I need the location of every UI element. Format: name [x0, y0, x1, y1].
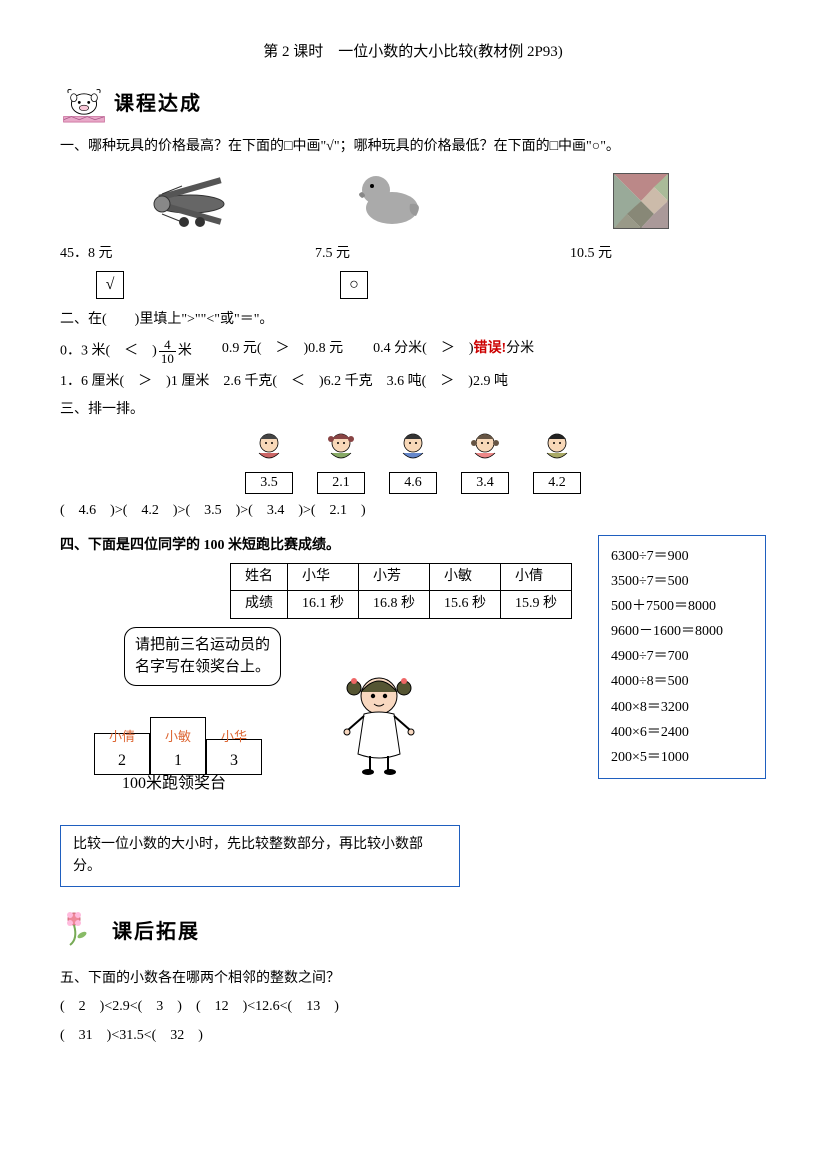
kid-4: 3.4 — [461, 429, 509, 494]
cmp-1a: 0．3 米( ＜ ) — [60, 343, 157, 358]
plane-icon — [140, 164, 240, 238]
error-text: 错误! — [473, 341, 506, 356]
toy-plane — [100, 164, 280, 238]
question-1: 一、哪种玩具的价格最高？在下面的□中画"√"；哪种玩具的价格最低？在下面的□中画… — [60, 136, 766, 158]
podium-caption: 100米跑领奖台 — [122, 771, 226, 797]
section-1-header: 课程达成 — [60, 82, 766, 126]
question-5: 五、下面的小数各在哪两个相邻的整数之间？ — [60, 968, 766, 990]
podium-2: 小倩2 — [94, 733, 150, 775]
table-cell: 16.1 秒 — [288, 591, 359, 618]
q3-answer: ( 4.6 )>( 4.2 )>( 3.5 )>( 3.4 )>( 2.1 ) — [60, 500, 766, 522]
toy-tangram — [500, 172, 720, 238]
fraction-icon: 410 — [159, 338, 176, 365]
table-cell: 15.9 秒 — [501, 591, 572, 618]
checkbox-row: √ ○ — [96, 271, 766, 299]
table-cell: 小敏 — [430, 563, 501, 590]
side-calc-box: 6300÷7＝900 3500÷7＝500 500＋7500＝8000 9600… — [598, 535, 766, 780]
calc-line: 400×8＝3200 — [611, 695, 753, 720]
calc-line: 4000÷8＝500 — [611, 669, 753, 694]
toy-duck — [280, 164, 500, 238]
table-cell: 15.6 秒 — [430, 591, 501, 618]
page-title: 第 2 课时 一位小数的大小比较(教材例 2P93) — [60, 40, 766, 64]
kid-icon — [389, 429, 437, 471]
checkbox-1[interactable]: √ — [96, 271, 124, 299]
tip-box: 比较一位小数的大小时，先比较整数部分，再比较小数部分。 — [60, 825, 460, 888]
kid-value-1: 3.5 — [245, 472, 293, 494]
table-cell: 姓名 — [231, 563, 288, 590]
question-4: 四、下面是四位同学的 100 米短跑比赛成绩。 — [60, 535, 580, 557]
flower-icon — [60, 905, 100, 957]
section-1-label: 课程达成 — [114, 88, 202, 120]
cmp-row-2: 1．6 厘米( ＞ )1 厘米 2.6 千克( ＜ )6.2 千克 3.6 吨(… — [60, 371, 766, 393]
table-cell: 小华 — [288, 563, 359, 590]
kid-1: 3.5 — [245, 429, 293, 494]
calc-line: 500＋7500＝8000 — [611, 594, 753, 619]
cmp-1b: 0.9 元( ＞ )0.8 元 — [222, 338, 343, 365]
kid-value-2: 2.1 — [317, 472, 365, 494]
calc-line: 4900÷7＝700 — [611, 644, 753, 669]
price-row: 45．8 元 7.5 元 10.5 元 — [60, 243, 766, 265]
calc-line: 9600－1600＝8000 — [611, 619, 753, 644]
price-1: 45．8 元 — [60, 243, 315, 265]
price-3: 10.5 元 — [570, 243, 750, 265]
calc-line: 3500÷7＝500 — [611, 569, 753, 594]
cow-icon — [60, 82, 108, 126]
table-cell: 小芳 — [359, 563, 430, 590]
kid-icon — [533, 429, 581, 471]
podium-3: 小华3 — [206, 739, 262, 775]
section-2-header: 课后拓展 — [60, 905, 766, 957]
speech-bubble: 请把前三名运动员的 名字写在领奖台上。 — [124, 627, 281, 686]
table-cell: 小倩 — [501, 563, 572, 590]
girl-icon — [334, 666, 424, 784]
podium-area: 请把前三名运动员的 名字写在领奖台上。 小倩2小敏1小华3 100米跑领奖台 — [94, 627, 424, 797]
kid-icon — [245, 429, 293, 471]
q5-line-2: ( 31 )<31.5<( 32 ) — [60, 1025, 766, 1047]
q5-line-1: ( 2 )<2.9<( 3 ) ( 12 )<12.6<( 13 ) — [60, 996, 766, 1018]
kid-2: 2.1 — [317, 429, 365, 494]
calc-line: 6300÷7＝900 — [611, 544, 753, 569]
calc-line: 400×6＝2400 — [611, 720, 753, 745]
table-cell: 成绩 — [231, 591, 288, 618]
kid-value-3: 4.6 — [389, 472, 437, 494]
cmp-row-1: 0．3 米( ＜ )410米 0.9 元( ＞ )0.8 元 0.4 分米( ＞… — [60, 338, 766, 365]
kid-3: 4.6 — [389, 429, 437, 494]
question-2: 二、在( )里填上">""<"或"＝"。 — [60, 309, 766, 331]
cmp-1c: 0.4 分米( ＞ ) — [373, 341, 473, 356]
checkbox-2[interactable]: ○ — [340, 271, 368, 299]
table-cell: 16.8 秒 — [359, 591, 430, 618]
kids-row: 3.5 2.1 4.6 3.4 4.2 — [60, 429, 766, 494]
tangram-icon — [612, 172, 670, 238]
kid-icon — [317, 429, 365, 471]
toy-row — [100, 164, 766, 238]
price-2: 7.5 元 — [315, 243, 570, 265]
question-3: 三、排一排。 — [60, 399, 766, 421]
kid-5: 4.2 — [533, 429, 581, 494]
calc-line: 200×5＝1000 — [611, 745, 753, 770]
score-table: 姓名 小华 小芳 小敏 小倩 成绩 16.1 秒 16.8 秒 15.6 秒 1… — [230, 563, 572, 619]
section-2-label: 课后拓展 — [112, 916, 200, 948]
duck-icon — [350, 164, 430, 238]
kid-icon — [461, 429, 509, 471]
kid-value-4: 3.4 — [461, 472, 509, 494]
podium-1: 小敏1 — [150, 717, 206, 775]
kid-value-5: 4.2 — [533, 472, 581, 494]
podium: 小倩2小敏1小华3 — [94, 717, 262, 775]
